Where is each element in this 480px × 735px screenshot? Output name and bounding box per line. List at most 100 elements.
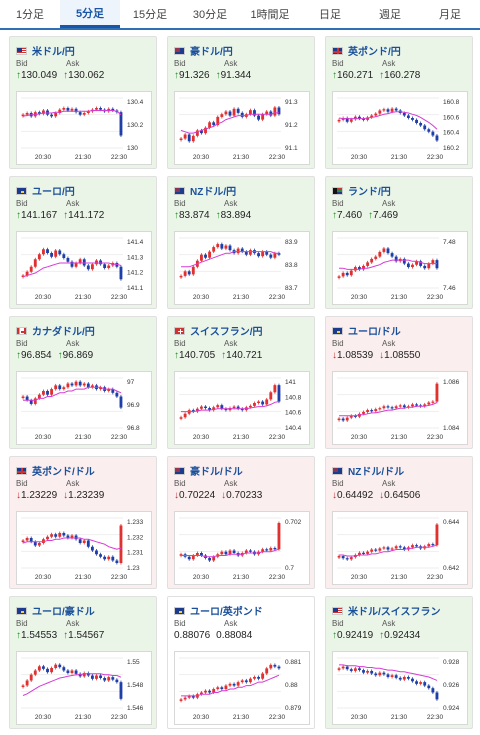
moving-average-line (22, 537, 122, 550)
candle (200, 254, 203, 261)
currency-card[interactable]: ユーロ/ドル Bid Ask ↓1.08539 ↓1.08550 1.086 1.084 20… (325, 316, 473, 449)
candle (244, 680, 248, 683)
candle (66, 108, 70, 111)
tab-1[interactable]: 5分足 (60, 0, 120, 28)
price-chart[interactable]: 7.48 7.46 20:30 21:30 22:30 (332, 231, 468, 305)
price-chart[interactable]: 160.8 160.6 160.4 160.2 20:30 21:30 22:30 (332, 91, 468, 165)
currency-card[interactable]: ユーロ/円 Bid Ask ↑141.167 ↑141.172 141.4 141.3 141… (9, 176, 157, 309)
candle (195, 130, 199, 136)
price-chart[interactable]: 97 96.9 96.8 20:30 21:30 22:30 (16, 371, 152, 445)
candle (402, 405, 406, 408)
price-chart[interactable]: 0.644 0.642 20:30 21:30 22:30 (332, 511, 468, 585)
tab-0[interactable]: 1分足 (15, 9, 45, 21)
currency-pair-title[interactable]: ユーロ/ドル (332, 323, 401, 338)
price-chart[interactable]: 91.3 91.2 91.1 20:30 21:30 22:30 (174, 91, 310, 165)
candle (345, 417, 349, 421)
y-tick-label: 141 (285, 379, 296, 386)
candle (265, 251, 269, 255)
currency-pair-title[interactable]: ランド/円 (332, 183, 391, 198)
candle (115, 560, 119, 563)
price-chart[interactable]: 141 140.8 140.6 140.4 20:30 21:30 22:30 (174, 371, 310, 445)
x-tick-label: 21:30 (233, 434, 250, 441)
ask-label: Ask (382, 339, 396, 348)
price-chart[interactable]: 0.881 0.88 0.879 20:30 21:30 22:30 (174, 651, 310, 725)
tab-6[interactable]: 週足 (379, 9, 401, 21)
currency-pair-title[interactable]: 豪ドル/ドル (174, 463, 243, 478)
price-chart[interactable]: 0.702 0.7 20:30 21:30 22:30 (174, 511, 310, 585)
flag-icon (174, 466, 185, 475)
candle (341, 556, 345, 559)
arrow-down-icon: ↓ (379, 490, 385, 501)
currency-card[interactable]: ユーロ/豪ドル Bid Ask ↑1.54553 ↑1.54567 1.55 1.548 1.… (9, 596, 157, 729)
moving-average-line (22, 262, 122, 278)
currency-card[interactable]: 豪ドル/ドル Bid Ask ↓0.70224 ↓0.70233 0.702 0.7 20:3… (167, 456, 315, 589)
bid-ask-values: ↑141.167 ↑141.172 (16, 210, 104, 221)
currency-pair-title[interactable]: スイスフラン/円 (174, 323, 262, 338)
x-tick-label: 22:30 (111, 574, 128, 581)
x-tick-label: 22:30 (111, 714, 128, 721)
currency-pair-title[interactable]: 英ポンド/ドル (16, 463, 95, 478)
currency-pair-label: ユーロ/豪ドル (32, 607, 95, 618)
price-chart[interactable]: 141.4 141.3 141.2 141.1 20:30 21:30 22:30 (16, 231, 152, 305)
candle (240, 248, 244, 252)
currency-pair-title[interactable]: 米ドル/スイスフラン (332, 603, 440, 618)
bid-label: Bid (332, 59, 344, 68)
candle (370, 258, 374, 263)
tab-4[interactable]: 1時間足 (250, 9, 290, 21)
currency-pair-title[interactable]: ユーロ/英ポンド (174, 603, 263, 618)
candle (374, 113, 378, 116)
currency-pair-title[interactable]: NZドル/ドル (332, 463, 404, 478)
currency-card[interactable]: 豪ドル/円 Bid Ask ↑91.326 ↑91.344 91.3 91.2 91.1 20:… (167, 36, 315, 169)
tab-5[interactable]: 日足 (319, 9, 341, 21)
candle (228, 683, 232, 686)
candle (179, 138, 183, 141)
candle (86, 540, 90, 547)
candle (273, 385, 277, 393)
currency-pair-title[interactable]: NZドル/円 (174, 183, 236, 198)
currency-pair-title[interactable]: 英ポンド/円 (332, 43, 401, 58)
candle (86, 383, 90, 388)
tab-2[interactable]: 15分足 (132, 9, 168, 21)
currency-pair-title[interactable]: 豪ドル/円 (174, 43, 233, 58)
currency-card[interactable]: 英ポンド/ドル Bid Ask ↓1.23229 ↓1.23239 1.233 1.232 1… (9, 456, 157, 589)
candle (402, 676, 406, 680)
candle (362, 411, 365, 414)
currency-card[interactable]: カナダドル/円 Bid Ask ↑96.854 ↑96.869 97 96.9 96.8 20:… (9, 316, 157, 449)
tab-7[interactable]: 月足 (439, 9, 461, 21)
candle (366, 410, 370, 412)
y-tick-label: 160.6 (443, 114, 460, 121)
ask-label: Ask (66, 479, 80, 488)
candle (362, 552, 365, 554)
candle (204, 690, 207, 693)
x-tick-label: 20:30 (35, 154, 52, 161)
ask-value: 160.278 (384, 70, 421, 81)
flag-icon (332, 326, 343, 335)
price-chart[interactable]: 83.9 83.8 83.7 20:30 21:30 22:30 (174, 231, 310, 305)
currency-pair-title[interactable]: 米ドル/円 (16, 43, 75, 58)
price-chart[interactable]: 1.233 1.232 1.231 1.23 20:30 21:30 22:30 (16, 511, 152, 585)
x-tick-label: 20:30 (193, 574, 210, 581)
currency-pair-title[interactable]: ユーロ/豪ドル (16, 603, 95, 618)
currency-pair-title[interactable]: カナダドル/円 (16, 323, 95, 338)
candle (394, 546, 398, 549)
currency-card[interactable]: スイスフラン/円 Bid Ask ↑140.705 ↑140.721 141 140.8 14… (167, 316, 315, 449)
currency-card[interactable]: ユーロ/英ポンド Bid Ask 0.88076 0.88084 0.881 0.88 0.8… (167, 596, 315, 729)
currency-card[interactable]: NZドル/円 Bid Ask ↑83.874 ↑83.894 83.9 83.8 83.7 20… (167, 176, 315, 309)
tab-3[interactable]: 30分足 (192, 9, 228, 21)
currency-pair-title[interactable]: ユーロ/円 (16, 183, 75, 198)
candle (232, 683, 236, 686)
currency-card[interactable]: 英ポンド/円 Bid Ask ↑160.271 ↑160.278 160.8 160.6 16… (325, 36, 473, 169)
candle (386, 248, 390, 254)
currency-card[interactable]: ランド/円 Bid Ask ↑7.460 ↑7.469 7.48 7.46 20:30 21:3… (325, 176, 473, 309)
price-chart[interactable]: 1.086 1.084 20:30 21:30 22:30 (332, 371, 468, 445)
currency-card[interactable]: 米ドル/円 Bid Ask ↑130.049 ↑130.062 130.4 130.2 130… (9, 36, 157, 169)
candle (382, 109, 386, 111)
y-tick-label: 0.7 (285, 565, 294, 572)
price-chart[interactable]: 130.4 130.2 130 20:30 21:30 22:30 (16, 91, 152, 165)
ask-value: 83.894 (220, 210, 252, 221)
currency-card[interactable]: 米ドル/スイスフラン Bid Ask ↑0.92419 ↑0.92434 0.928 0.9… (325, 596, 473, 729)
currency-card[interactable]: NZドル/ドル Bid Ask ↓0.64492 ↓0.64506 0.644 0.642 2… (325, 456, 473, 589)
candle (337, 418, 341, 421)
price-chart[interactable]: 1.55 1.548 1.546 20:30 21:30 22:30 (16, 651, 152, 725)
price-chart[interactable]: 0.928 0.926 0.924 20:30 21:30 22:30 (332, 651, 468, 725)
